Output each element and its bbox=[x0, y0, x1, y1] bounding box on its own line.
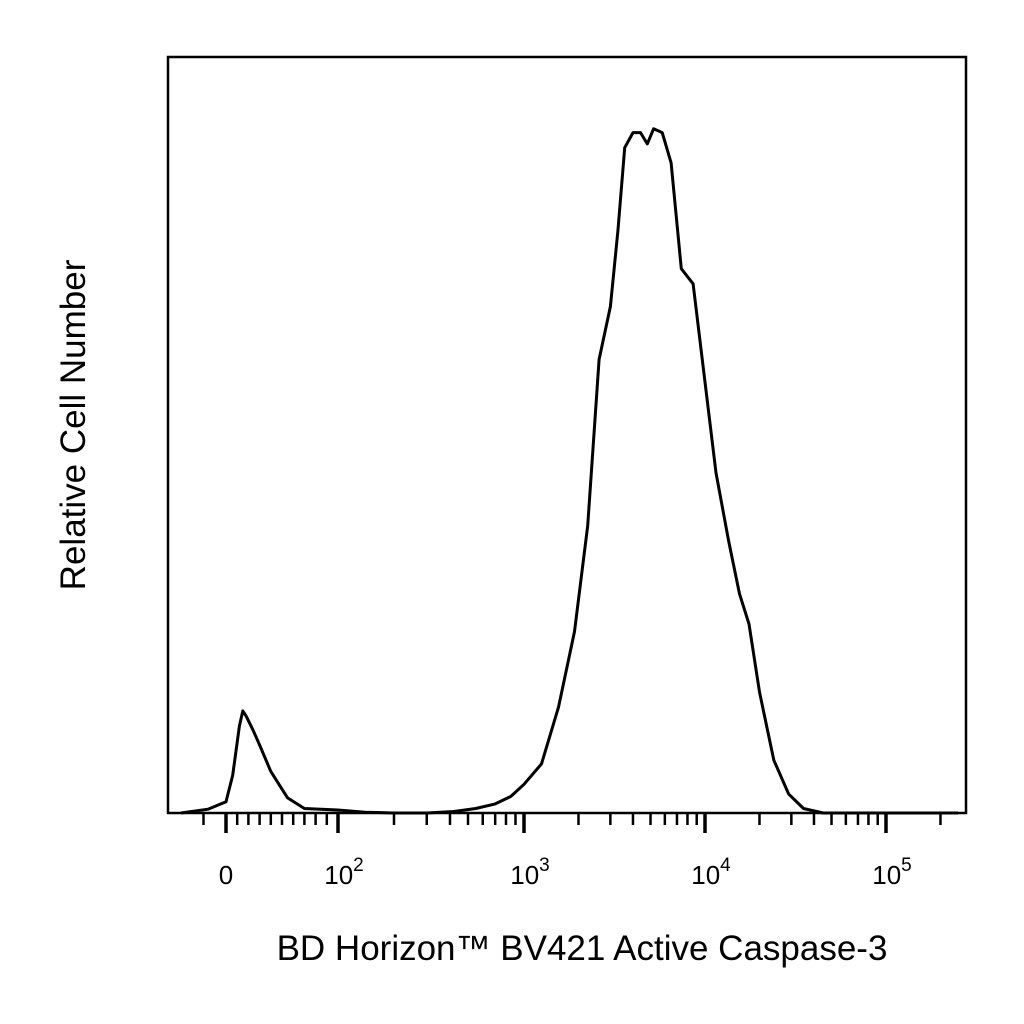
plot-frame bbox=[166, 55, 968, 815]
x-tick-label: 105 bbox=[872, 855, 912, 890]
histogram-line bbox=[180, 127, 958, 815]
x-tick-label: 102 bbox=[324, 855, 364, 890]
x-axis-title: BD Horizon™ BV421 Active Caspase-3 bbox=[277, 929, 888, 968]
x-tick-label: 104 bbox=[691, 855, 731, 890]
x-axis-tick-labels: 0 102 103 104 105 bbox=[219, 855, 912, 890]
x-tick-label: 0 bbox=[219, 860, 233, 890]
x-axis-minor-ticks bbox=[202, 813, 942, 825]
x-tick-label: 103 bbox=[510, 855, 550, 890]
x-axis-major-ticks bbox=[224, 813, 888, 833]
y-axis-title: Relative Cell Number bbox=[54, 259, 93, 590]
